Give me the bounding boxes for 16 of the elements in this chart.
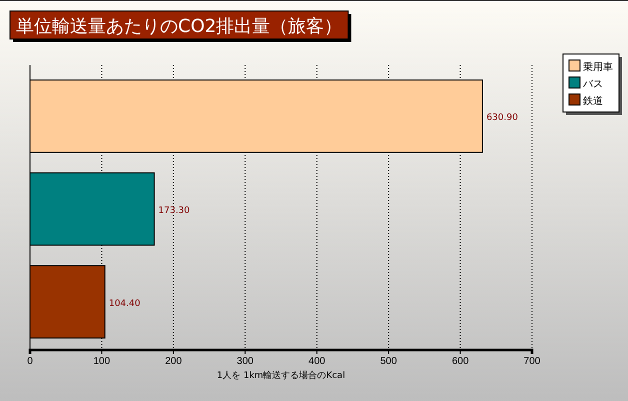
x-axis-title: 1人を 1km輸送する場合のKcal bbox=[216, 370, 346, 381]
x-tick-label: 600 bbox=[452, 356, 470, 368]
x-tick-label: 200 bbox=[165, 356, 182, 368]
x-tick-label: 300 bbox=[236, 356, 254, 368]
x-tick-label: 700 bbox=[524, 356, 541, 368]
data-label: 173.30 bbox=[158, 206, 190, 216]
x-tick-label: 500 bbox=[380, 356, 398, 368]
data-label: 104.40 bbox=[108, 298, 141, 309]
x-tick-label: 100 bbox=[93, 356, 110, 368]
chart-title: 単位輸送量あたりのCO2排出量（旅客） bbox=[16, 16, 342, 37]
x-tick-label: 400 bbox=[308, 356, 326, 368]
data-label: 630.90 bbox=[486, 113, 518, 124]
legend-label: 鉄道 bbox=[583, 95, 603, 107]
x-tick-label: 0 bbox=[27, 356, 34, 368]
legend-label: バス bbox=[582, 79, 603, 90]
legend-label: 乗用車 bbox=[583, 61, 613, 73]
